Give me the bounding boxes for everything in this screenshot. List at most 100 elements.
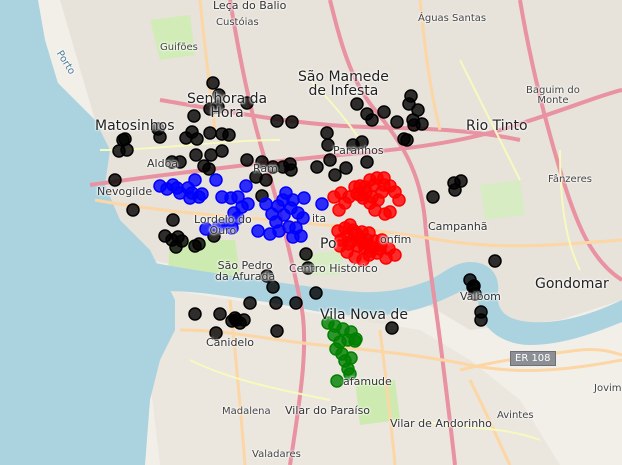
black-cluster-point — [260, 269, 274, 283]
red-cluster-point — [345, 234, 359, 248]
label-custoias: Custóias — [216, 17, 259, 28]
black-cluster-point — [299, 247, 313, 261]
black-cluster-point — [240, 153, 254, 167]
black-cluster-point — [310, 160, 324, 174]
label-jovim: Jovim — [594, 383, 622, 394]
label-matosinhos: Matosinhos — [95, 118, 175, 134]
green-cluster-point — [330, 374, 344, 388]
label-canidelo: Canidelo — [206, 336, 254, 349]
park-area — [480, 180, 525, 220]
label-valadares: Valadares — [252, 449, 301, 460]
black-cluster-point — [166, 213, 180, 227]
label-aguas-santas: Águas Santas — [418, 13, 487, 24]
black-cluster-point — [204, 148, 218, 162]
black-cluster-point — [385, 321, 399, 335]
black-cluster-point — [179, 131, 193, 145]
black-cluster-point — [323, 153, 337, 167]
black-cluster-point — [266, 280, 280, 294]
black-cluster-point — [189, 148, 203, 162]
black-cluster-point — [187, 109, 201, 123]
blue-cluster-point — [231, 211, 245, 225]
blue-cluster-point — [263, 227, 277, 241]
black-cluster-point — [202, 162, 216, 176]
black-cluster-point — [488, 254, 502, 268]
label-vilar-de-andorinho: Vilar de Andorinho — [390, 417, 492, 430]
black-cluster-point — [377, 105, 391, 119]
black-cluster-point — [400, 133, 414, 147]
label-centro-historico: Centro Histórico — [289, 262, 378, 275]
black-cluster-point — [243, 296, 257, 310]
black-cluster-point — [190, 132, 204, 146]
black-cluster-point — [213, 307, 227, 321]
blue-cluster-point — [199, 222, 213, 236]
black-cluster-point — [173, 155, 187, 169]
harbour — [50, 80, 100, 135]
black-cluster-point — [209, 326, 223, 340]
label-ramalde: Ram — [253, 162, 278, 175]
label-rio-tinto: Rio Tinto — [466, 118, 528, 134]
blue-cluster-point — [209, 173, 223, 187]
black-cluster-point — [468, 287, 482, 301]
black-cluster-point — [390, 115, 404, 129]
black-cluster-point — [289, 296, 303, 310]
blue-cluster-point — [315, 197, 329, 211]
black-cluster-point — [206, 76, 220, 90]
black-cluster-point — [153, 130, 167, 144]
black-cluster-point — [169, 240, 183, 254]
black-cluster-point — [188, 239, 202, 253]
black-cluster-point — [203, 102, 217, 116]
label-porto: Po — [320, 236, 337, 252]
label-lordelo-do-ouro: Lordelo do Ouro — [194, 213, 252, 237]
black-cluster-point — [270, 114, 284, 128]
black-cluster-point — [284, 163, 298, 177]
black-cluster-point — [355, 135, 369, 149]
black-cluster-point — [448, 183, 462, 197]
label-mafamude: afamude — [343, 375, 392, 388]
blue-cluster-point — [296, 211, 310, 225]
black-cluster-point — [301, 261, 315, 275]
label-senhora-da-hora: Senhora da Hora — [187, 91, 268, 121]
red-cluster-point — [338, 196, 352, 210]
black-cluster-point — [285, 115, 299, 129]
black-cluster-point — [215, 144, 229, 158]
blue-cluster-point — [212, 219, 226, 233]
black-cluster-point — [402, 97, 416, 111]
label-leca-do-balio: Leça do Balio — [213, 0, 287, 12]
blue-cluster-point — [188, 173, 202, 187]
red-cluster-point — [371, 193, 385, 207]
label-avintes: Avintes — [497, 410, 534, 421]
blue-cluster-point — [294, 229, 308, 243]
green-cluster-point — [327, 328, 341, 342]
label-gondomar: Gondomar — [535, 276, 609, 292]
green-cluster-point — [348, 334, 362, 348]
black-cluster-point — [360, 155, 374, 169]
red-cluster-point — [367, 178, 381, 192]
road-shield-er108: ER 108 — [510, 351, 556, 366]
label-campanha: Campanhã — [428, 220, 488, 233]
black-cluster-point — [255, 155, 269, 169]
red-cluster-point — [375, 233, 389, 247]
red-cluster-point — [363, 239, 377, 253]
label-aldoar: Aldoa — [147, 157, 179, 170]
label-paranhos: Paranhos — [333, 144, 384, 157]
black-cluster-point — [365, 113, 379, 127]
sea — [0, 0, 175, 465]
black-cluster-point — [116, 133, 130, 147]
blue-cluster-point — [195, 187, 209, 201]
black-cluster-point — [406, 113, 420, 127]
black-cluster-point — [203, 126, 217, 140]
black-cluster-point — [259, 173, 273, 187]
red-cluster-point — [383, 205, 397, 219]
black-cluster-point — [339, 161, 353, 175]
black-cluster-point — [320, 126, 334, 140]
label-sao-pedro-da-afurada: São Pedro da Afurada — [215, 259, 276, 283]
label-fanzeres: Fânzeres — [548, 174, 592, 185]
black-cluster-point — [474, 313, 488, 327]
black-cluster-point — [222, 128, 236, 142]
blue-cluster-point — [183, 191, 197, 205]
black-cluster-point — [229, 313, 243, 327]
label-sao-mamede: São Mamede de Infesta — [298, 69, 389, 99]
blue-cluster-point — [225, 221, 239, 235]
